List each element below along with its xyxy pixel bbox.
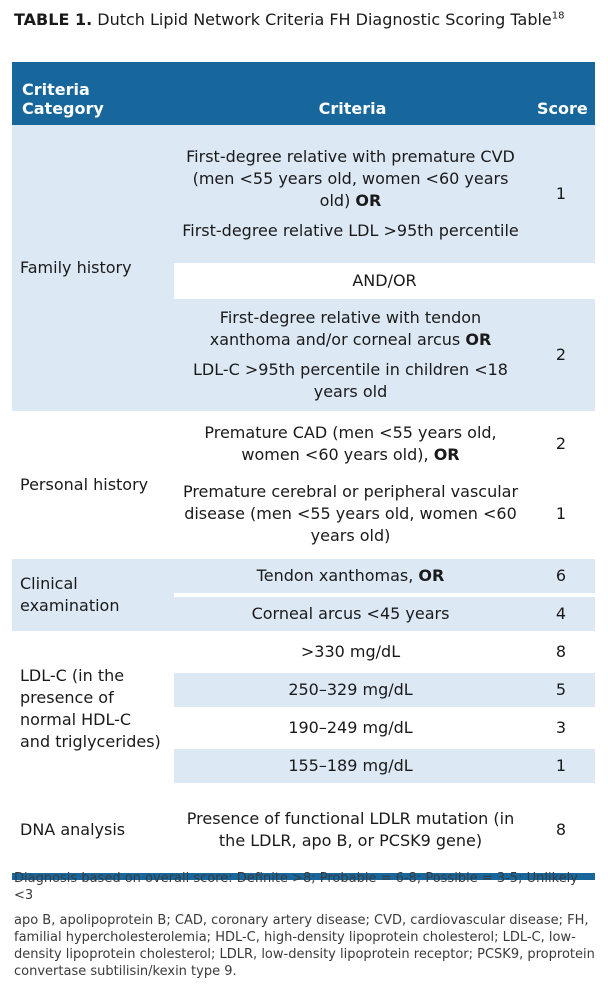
category-clinical-examination: Clinical examination	[12, 555, 174, 633]
score-cell: 2	[527, 411, 595, 473]
category-dna-analysis: DNA analysis	[12, 783, 174, 880]
category-personal-history: Personal history	[12, 411, 174, 557]
table-row: 190–249 mg/dL 3	[12, 707, 595, 747]
table-row: Clinical examination Tendon xanthomas, O…	[12, 555, 595, 633]
diagnosis-footnote: Diagnosis based on overall score: Defini…	[14, 871, 578, 903]
criteria-text: First-degree relative LDL >95th percenti…	[182, 221, 519, 240]
or-keyword: OR	[355, 191, 382, 210]
table-row: Corneal arcus <45 years 4	[12, 593, 595, 633]
score-cell: 6	[527, 555, 595, 595]
and-or-connector: AND/OR	[174, 263, 595, 299]
table-row: Personal history Premature CAD (men <55 …	[12, 411, 595, 557]
abbreviations-footnote: apo B, apolipoprotein B; CAD, coronary a…	[14, 913, 595, 979]
citation-superscript: 18	[551, 10, 565, 22]
criteria-cell: >330 mg/dL	[174, 631, 527, 671]
criteria-text: First-degree relative with premature CVD…	[186, 147, 515, 210]
scoring-table: Criteria Category Criteria Score Family …	[12, 62, 595, 880]
table-row: DNA analysis Presence of functional LDLR…	[12, 783, 595, 880]
criteria-cell: First-degree relative with tendon xantho…	[174, 299, 527, 413]
criteria-cell: Premature CAD (men <55 years old, women …	[174, 411, 527, 473]
criteria-cell: Corneal arcus <45 years	[174, 593, 527, 633]
criteria-cell: 155–189 mg/dL	[174, 745, 527, 785]
header-criteria: Criteria	[174, 62, 527, 125]
table-title-text: Dutch Lipid Network Criteria FH Diagnost…	[97, 10, 552, 29]
score-cell: 1	[527, 125, 595, 263]
header-criteria-category: Criteria Category	[12, 62, 174, 125]
score-cell: 4	[527, 593, 595, 633]
score-cell: 8	[527, 631, 595, 671]
score-cell: 1	[527, 745, 595, 785]
table-label: TABLE 1.	[14, 10, 93, 29]
score-cell: 2	[527, 299, 595, 413]
score-cell: 5	[527, 669, 595, 709]
score-cell: 3	[527, 707, 595, 747]
table-header-row: Criteria Category Criteria Score	[12, 62, 595, 125]
table-row: LDL-C (in the presence of normal HDL-C a…	[12, 631, 595, 785]
criteria-cell: Premature cerebral or peripheral vascula…	[174, 473, 527, 557]
category-family-history: Family history	[12, 125, 174, 413]
table-row: 155–189 mg/dL 1	[12, 745, 595, 785]
criteria-text: First-degree relative with tendon xantho…	[209, 308, 492, 349]
score-cell: 1	[527, 473, 595, 557]
score-cell: 8	[527, 783, 595, 880]
category-ldl-c: LDL-C (in the presence of normal HDL-C a…	[12, 631, 174, 785]
or-keyword: OR	[465, 330, 492, 349]
criteria-text: LDL-C >95th percentile in children <18 y…	[193, 360, 508, 401]
table-row: First-degree relative with tendon xantho…	[12, 299, 595, 413]
table-row: Premature cerebral or peripheral vascula…	[12, 473, 595, 557]
table-row: Family history First-degree relative wit…	[12, 125, 595, 413]
criteria-cell: 190–249 mg/dL	[174, 707, 527, 747]
header-score: Score	[527, 62, 595, 125]
criteria-cell: Presence of functional LDLR mutation (in…	[174, 783, 527, 880]
criteria-cell: Tendon xanthomas, OR	[174, 555, 527, 595]
criteria-cell: First-degree relative with premature CVD…	[174, 125, 527, 263]
table-row: 250–329 mg/dL 5	[12, 669, 595, 709]
table-title: TABLE 1. Dutch Lipid Network Criteria FH…	[14, 8, 599, 32]
or-keyword: OR	[433, 445, 460, 464]
table-row: AND/OR	[12, 263, 595, 299]
or-keyword: OR	[418, 566, 445, 585]
criteria-cell: 250–329 mg/dL	[174, 669, 527, 709]
